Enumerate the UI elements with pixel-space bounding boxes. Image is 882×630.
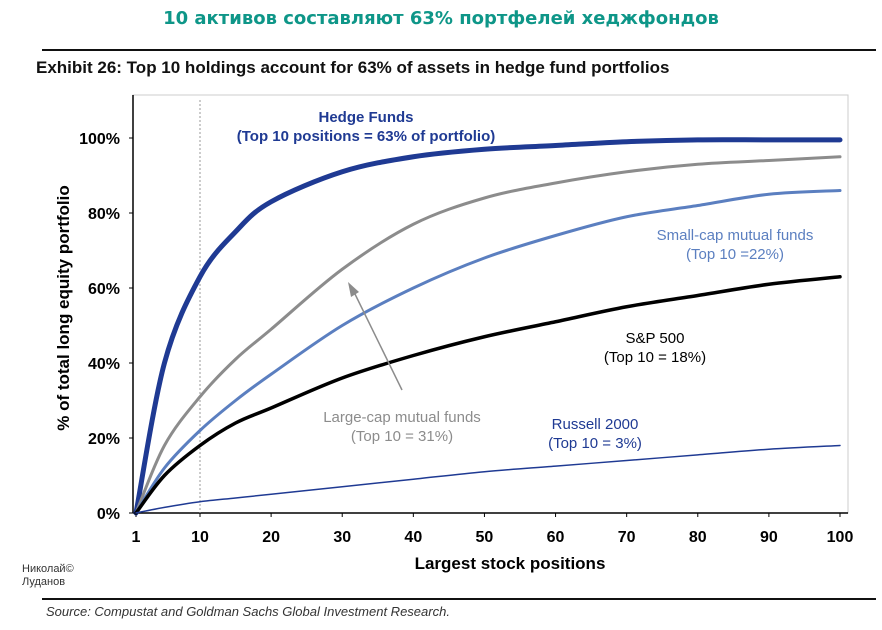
series-line-russell-2000 xyxy=(135,444,841,514)
x-tick-label: 10 xyxy=(191,529,209,546)
top-rule xyxy=(42,49,876,51)
x-tick-label: 60 xyxy=(547,529,565,546)
author-name: Николай© xyxy=(22,563,74,575)
author-credit: Николай© Луданов xyxy=(22,563,74,589)
author-surname: Луданов xyxy=(22,576,66,588)
series-line-large-cap-mutual-funds xyxy=(134,155,842,515)
russian-title: 10 активов составляют 63% портфелей хедж… xyxy=(163,8,719,29)
x-tick-label: 70 xyxy=(618,529,636,546)
series-line-hedge-funds xyxy=(133,137,843,516)
y-tick-label: 20% xyxy=(88,431,120,448)
series-line-s-p-500 xyxy=(134,275,842,515)
y-tick-label: 0% xyxy=(97,506,120,523)
x-tick-label: 20 xyxy=(262,529,280,546)
y-tick-label: 80% xyxy=(88,206,120,223)
x-tick-label: 30 xyxy=(333,529,351,546)
x-axis-title: Largest stock positions xyxy=(415,554,606,573)
x-tick-label: 1 xyxy=(132,529,141,546)
source-note: Source: Compustat and Goldman Sachs Glob… xyxy=(46,604,450,619)
y-tick-label: 60% xyxy=(88,281,120,298)
series-label: S&P 500 xyxy=(626,330,685,347)
series-label: (Top 10 = 3%) xyxy=(548,435,642,452)
exhibit-title: Exhibit 26: Top 10 holdings account for … xyxy=(36,58,670,77)
y-tick-label: 100% xyxy=(79,131,120,148)
series-label: Large-cap mutual funds xyxy=(323,409,481,426)
series-label: Small-cap mutual funds xyxy=(657,227,814,244)
x-tick-label: 90 xyxy=(760,529,778,546)
x-tick-label: 40 xyxy=(404,529,422,546)
x-tick-label: 80 xyxy=(689,529,707,546)
y-tick-label: 40% xyxy=(88,356,120,373)
series-label: Hedge Funds xyxy=(318,109,413,126)
plot-area xyxy=(132,94,849,514)
y-axis-title: % of total long equity portfolio xyxy=(54,185,73,431)
arrow-head-icon xyxy=(348,282,359,297)
x-tick-label: 50 xyxy=(476,529,494,546)
bottom-rule xyxy=(42,598,876,600)
series-label: (Top 10 positions = 63% of portfolio) xyxy=(237,128,495,145)
series-label: (Top 10 = 31%) xyxy=(351,428,453,445)
x-tick-label: 100 xyxy=(827,529,854,546)
series-label: Russell 2000 xyxy=(552,416,639,433)
series-line-small-cap-mutual-funds xyxy=(134,189,842,515)
series-label: (Top 10 = 18%) xyxy=(604,349,706,366)
series-label: (Top 10 =22%) xyxy=(686,246,784,263)
annotation-arrow xyxy=(353,291,403,391)
